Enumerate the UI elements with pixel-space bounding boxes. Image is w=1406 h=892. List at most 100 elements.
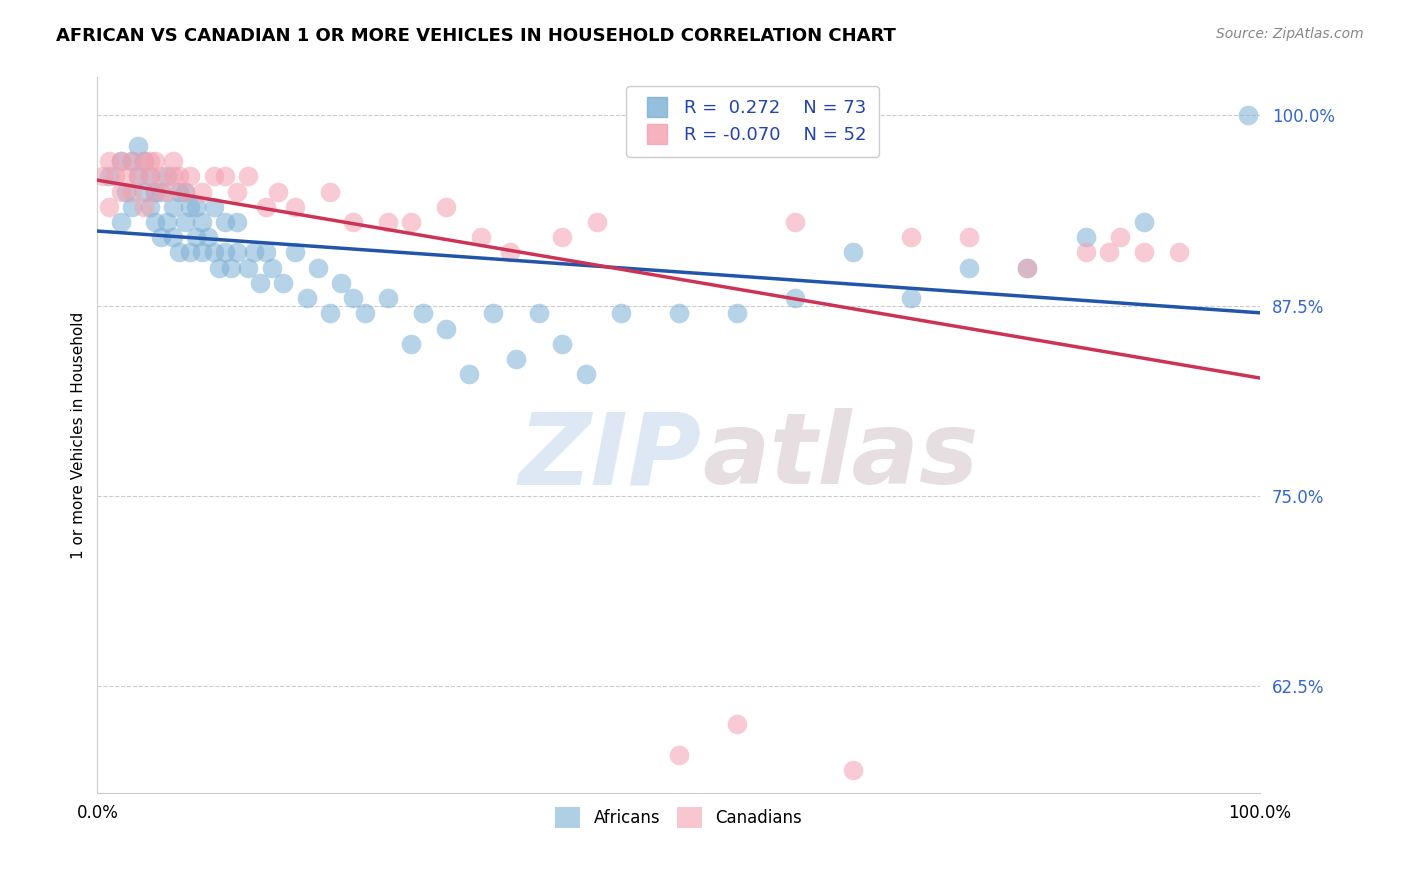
Point [110, 154, 132, 169]
Text: Source: ZipAtlas.com: Source: ZipAtlas.com [1216, 27, 1364, 41]
Point [225, 215, 247, 229]
Point [842, 763, 865, 777]
Point [319, 185, 342, 199]
Point [319, 306, 342, 320]
Point [110, 185, 132, 199]
Point [145, 154, 167, 169]
Point [127, 169, 149, 184]
Point [499, 245, 522, 260]
Legend: Africans, Canadians: Africans, Canadians [548, 801, 808, 834]
Point [138, 200, 160, 214]
Point [725, 717, 748, 731]
Point [167, 185, 190, 199]
Point [191, 245, 214, 260]
Point [609, 306, 631, 320]
Point [1074, 230, 1097, 244]
Point [260, 260, 283, 275]
Point [783, 215, 806, 229]
Point [783, 291, 806, 305]
Point [121, 154, 143, 169]
Point [132, 154, 155, 169]
Point [225, 245, 247, 260]
Point [104, 169, 127, 184]
Point [284, 245, 307, 260]
Point [551, 336, 574, 351]
Text: atlas: atlas [702, 408, 979, 505]
Point [162, 230, 184, 244]
Point [377, 215, 399, 229]
Point [900, 230, 922, 244]
Point [179, 200, 201, 214]
Point [110, 154, 132, 169]
Point [458, 367, 481, 381]
Point [191, 185, 214, 199]
Point [91, 169, 114, 184]
Y-axis label: 1 or more Vehicles in Household: 1 or more Vehicles in Household [72, 311, 86, 558]
Point [225, 185, 247, 199]
Point [197, 230, 219, 244]
Point [162, 154, 184, 169]
Point [132, 200, 155, 214]
Point [145, 185, 167, 199]
Point [399, 215, 422, 229]
Point [1132, 215, 1154, 229]
Point [586, 215, 609, 229]
Point [842, 245, 865, 260]
Point [173, 185, 195, 199]
Point [214, 215, 236, 229]
Point [138, 169, 160, 184]
Point [98, 154, 121, 169]
Point [202, 200, 225, 214]
Point [957, 260, 980, 275]
Point [145, 215, 167, 229]
Point [98, 169, 121, 184]
Point [138, 169, 160, 184]
Point [150, 169, 173, 184]
Point [412, 306, 434, 320]
Point [186, 200, 208, 214]
Point [1109, 230, 1132, 244]
Point [179, 169, 201, 184]
Point [150, 185, 173, 199]
Point [179, 245, 201, 260]
Point [284, 200, 307, 214]
Point [156, 169, 179, 184]
Point [434, 200, 457, 214]
Point [156, 185, 179, 199]
Point [191, 215, 214, 229]
Point [238, 169, 260, 184]
Point [121, 200, 143, 214]
Point [167, 169, 190, 184]
Point [377, 291, 399, 305]
Point [668, 306, 690, 320]
Text: AFRICAN VS CANADIAN 1 OR MORE VEHICLES IN HOUSEHOLD CORRELATION CHART: AFRICAN VS CANADIAN 1 OR MORE VEHICLES I… [56, 27, 896, 45]
Point [145, 185, 167, 199]
Point [238, 260, 260, 275]
Point [1098, 245, 1121, 260]
Point [162, 200, 184, 214]
Point [167, 245, 190, 260]
Point [162, 169, 184, 184]
Point [173, 215, 195, 229]
Point [1237, 108, 1260, 122]
Point [295, 291, 318, 305]
Point [110, 215, 132, 229]
Point [266, 185, 288, 199]
Point [434, 321, 457, 335]
Point [121, 185, 143, 199]
Point [214, 169, 236, 184]
Point [527, 306, 550, 320]
Point [399, 336, 422, 351]
Point [132, 154, 155, 169]
Point [342, 291, 364, 305]
Point [1017, 260, 1039, 275]
Point [254, 200, 277, 214]
Point [202, 245, 225, 260]
Text: ZIP: ZIP [519, 408, 702, 505]
Point [470, 230, 492, 244]
Point [115, 169, 138, 184]
Point [208, 260, 231, 275]
Point [481, 306, 503, 320]
Point [202, 169, 225, 184]
Point [957, 230, 980, 244]
